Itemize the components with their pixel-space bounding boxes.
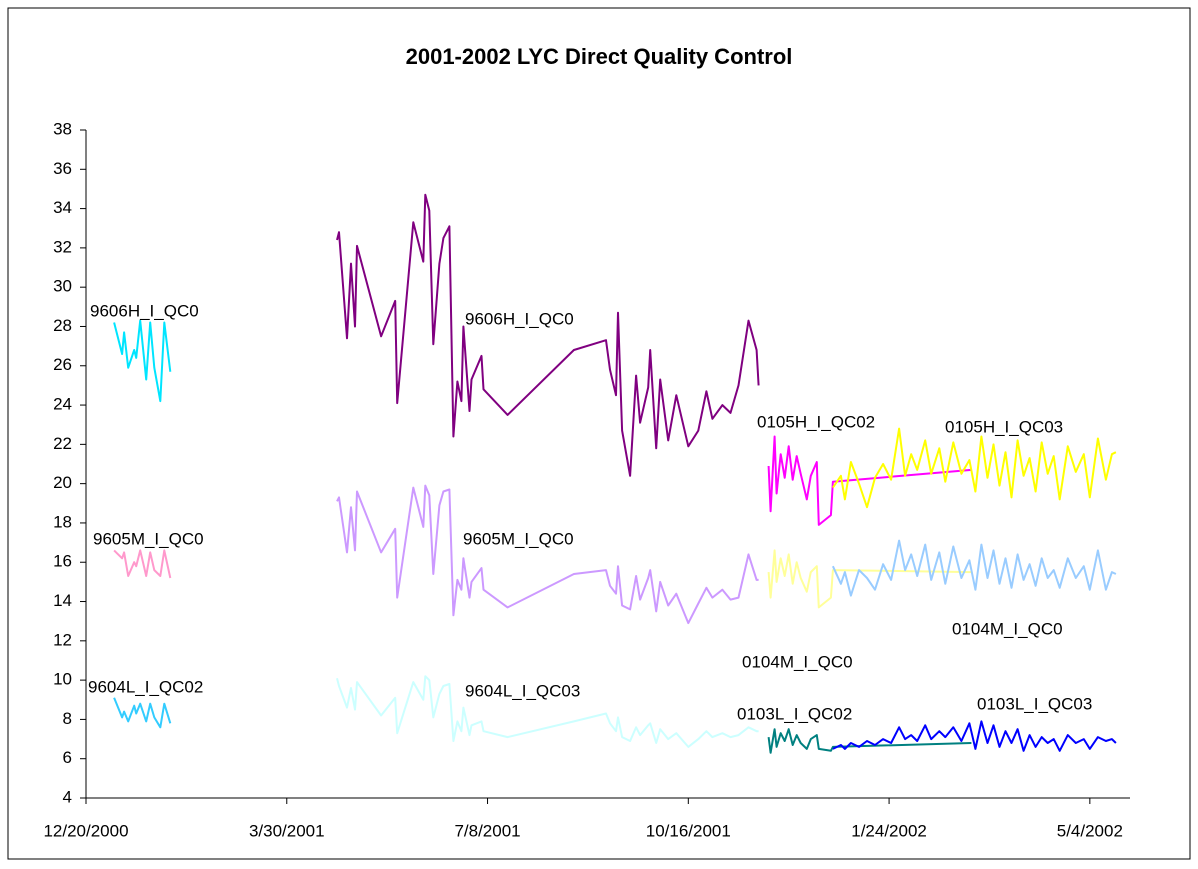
series-label: 0104M_I_QC0 <box>742 652 853 671</box>
y-tick-label: 14 <box>53 591 72 610</box>
series-line <box>767 435 972 526</box>
series-label: 0104M_I_QC0 <box>952 619 1063 638</box>
series-label: 9605M_I_QC0 <box>93 529 204 548</box>
series-line <box>831 539 1117 597</box>
series-line <box>336 193 760 477</box>
series-label: 0103L_I_QC03 <box>977 694 1092 713</box>
y-tick-label: 6 <box>63 748 72 767</box>
y-tick-label: 26 <box>53 355 72 374</box>
chart-frame <box>7 7 1191 860</box>
y-tick-label: 38 <box>53 119 72 138</box>
x-tick-label: 3/30/2001 <box>249 821 325 840</box>
series-label: 0105H_I_QC02 <box>757 412 875 431</box>
x-tick-label: 7/8/2001 <box>454 821 520 840</box>
y-tick-label: 32 <box>53 237 72 256</box>
series-label: 9604L_I_QC02 <box>88 677 203 696</box>
chart-title: 2001-2002 LYC Direct Quality Control <box>406 44 793 69</box>
y-tick-label: 4 <box>63 787 72 806</box>
series-line <box>767 549 972 609</box>
y-tick-label: 28 <box>53 316 72 335</box>
x-tick-label: 1/24/2002 <box>851 821 927 840</box>
series-label: 0105H_I_QC03 <box>945 417 1063 436</box>
x-tick-label: 5/4/2002 <box>1057 821 1123 840</box>
x-tick-label: 12/20/2000 <box>43 821 128 840</box>
series-label: 0103L_I_QC02 <box>737 704 852 723</box>
y-tick-label: 8 <box>63 709 72 728</box>
series-label: 9606H_I_QC0 <box>465 309 574 328</box>
y-tick-label: 36 <box>53 159 72 178</box>
y-tick-label: 30 <box>53 277 72 296</box>
series-line <box>832 720 1117 752</box>
series-line <box>336 675 759 748</box>
y-tick-label: 18 <box>53 512 72 531</box>
y-tick-label: 24 <box>53 395 72 414</box>
series-line <box>113 549 172 579</box>
series-line <box>832 427 1117 509</box>
series-line <box>113 319 172 403</box>
series-label: 9606H_I_QC0 <box>90 301 199 320</box>
y-tick-label: 22 <box>53 434 72 453</box>
y-tick-label: 20 <box>53 473 72 492</box>
y-tick-label: 34 <box>53 198 72 217</box>
series-line <box>336 484 759 625</box>
y-tick-label: 10 <box>53 670 72 689</box>
y-tick-label: 12 <box>53 630 72 649</box>
x-tick-label: 10/16/2001 <box>646 821 731 840</box>
series-line <box>767 728 972 754</box>
series-line <box>113 697 172 729</box>
y-tick-label: 16 <box>53 552 72 571</box>
series-label: 9604L_I_QC03 <box>465 681 580 700</box>
series-label: 9605M_I_QC0 <box>463 529 574 548</box>
